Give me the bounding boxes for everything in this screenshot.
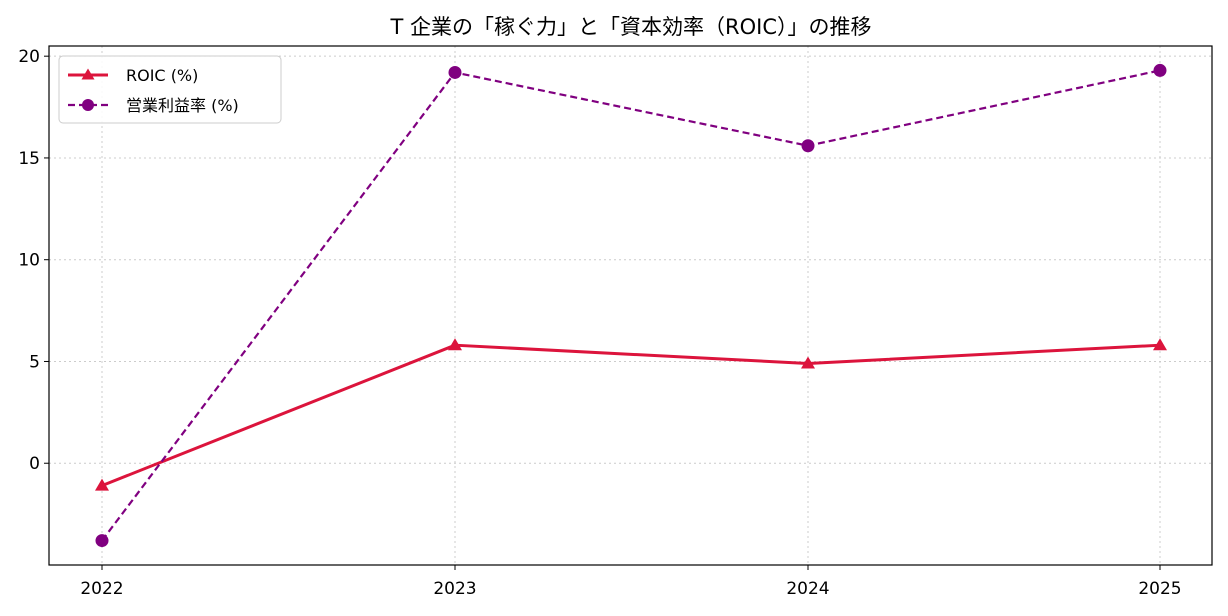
data-point-roic [1153,338,1167,351]
x-tick-label: 2025 [1138,579,1181,599]
data-point-operating-margin [801,139,815,153]
legend-label-operating-margin: 営業利益率 (%) [126,96,239,115]
legend-marker-roic [81,68,95,80]
y-tick-label: 0 [29,454,40,474]
chart-title: T 企業の「稼ぐ力」と「資本効率（ROIC）」の推移 [390,15,872,39]
x-tick-label: 2023 [433,579,476,599]
plot-frame [48,45,1213,566]
x-tick-label: 2024 [786,579,829,599]
series-line-roic [101,343,1161,488]
series-line-operating-margin [101,69,1161,542]
x-tick-label: 2022 [80,579,123,599]
y-tick-label: 10 [18,251,40,271]
data-point-operating-margin [1153,63,1167,77]
data-point-operating-margin [448,65,462,79]
series-layer [95,63,1167,548]
data-point-roic [95,478,109,491]
y-tick-label: 20 [18,47,40,67]
legend-marker-operating-margin [82,99,94,111]
data-point-roic [448,338,462,351]
data-point-operating-margin [95,534,109,548]
data-point-roic [801,356,815,369]
y-tick-label: 5 [29,352,40,372]
y-tick-label: 15 [18,149,40,169]
legend-label-roic: ROIC (%) [126,66,198,85]
legend-box [58,55,282,124]
grid [49,46,1212,565]
axes: 0 5 10 15 20 2022 2023 2024 2025 [18,47,1181,599]
legend: ROIC (%) 営業利益率 (%) [58,55,282,124]
